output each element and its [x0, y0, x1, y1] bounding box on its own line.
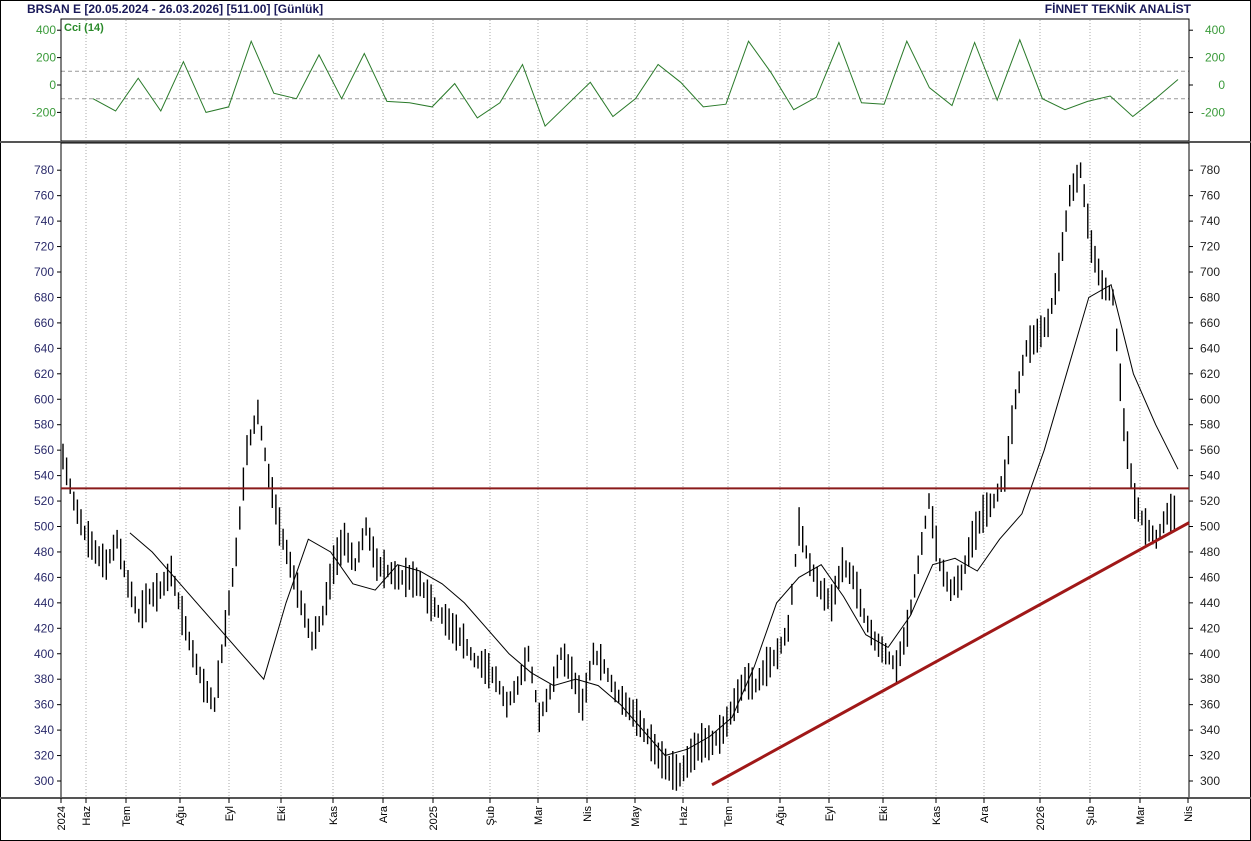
price-tick-label: 360	[1200, 698, 1220, 712]
x-tick-label: Tem	[121, 806, 133, 827]
price-tick-label: 780	[1200, 163, 1220, 177]
cci-legend: Cci (14)	[64, 22, 104, 34]
x-tick-label: Ara	[378, 805, 390, 823]
cci-y-axis: 400 400 200 200 0 0 -200 -200	[32, 23, 1225, 119]
x-tick-label: Şub	[485, 806, 497, 826]
ohlc-bars	[62, 162, 1176, 791]
x-tick-label: Nis	[1183, 806, 1195, 822]
price-tick-label: 380	[34, 672, 54, 686]
cci-tick-label: 0	[49, 78, 56, 92]
cci-tick-label: 0	[1218, 78, 1225, 92]
support-trend-line[interactable]	[711, 521, 1190, 787]
x-tick-label: Nis	[582, 806, 594, 822]
price-tick-label: 480	[34, 545, 54, 559]
cci-panel	[60, 18, 1190, 142]
price-tick-label: 400	[34, 647, 54, 661]
grid-lines	[61, 20, 1189, 797]
price-tick-label: 400	[1200, 647, 1220, 661]
price-tick-label: 720	[1200, 240, 1220, 254]
x-tick-label: Eki	[276, 806, 288, 821]
price-tick-label: 380	[1200, 672, 1220, 686]
price-tick-label: 320	[34, 749, 54, 763]
price-tick-label: 520	[1200, 494, 1220, 508]
x-tick-label: May	[630, 806, 642, 827]
x-tick-label: Ara	[979, 805, 991, 823]
x-tick-label: Mar	[1135, 806, 1147, 825]
cci-line	[92, 38, 1179, 127]
x-tick-label: 2026	[1035, 806, 1047, 830]
price-tick-label: 580	[1200, 418, 1220, 432]
price-tick-label: 440	[34, 596, 54, 610]
price-tick-label: 580	[34, 418, 54, 432]
price-tick-label: 660	[1200, 316, 1220, 330]
price-tick-label: 460	[1200, 570, 1220, 584]
price-tick-label: 500	[34, 520, 54, 534]
x-tick-label: Mar	[533, 806, 545, 825]
x-axis-labels: 2024 Haz Tem Ağu Eyl Eki Kas Ara 2025 Şub Mar Nis Ma…	[56, 798, 1195, 830]
price-tick-label: 720	[34, 240, 54, 254]
x-tick-label: Şub	[1085, 806, 1097, 826]
price-tick-label: 540	[34, 469, 54, 483]
price-tick-label: 760	[1200, 189, 1220, 203]
x-tick-label: 2025	[428, 806, 440, 830]
price-tick-label: 760	[34, 189, 54, 203]
x-tick-label: Haz	[81, 806, 93, 826]
price-tick-label: 740	[34, 214, 54, 228]
price-tick-label: 520	[34, 494, 54, 508]
price-tick-label: 300	[1200, 774, 1220, 788]
x-tick-label: Tem	[723, 806, 735, 827]
price-tick-label: 340	[1200, 723, 1220, 737]
price-tick-label: 420	[1200, 621, 1220, 635]
moving-average-line	[129, 283, 1179, 757]
price-tick-label: 540	[1200, 469, 1220, 483]
price-tick-label: 660	[34, 316, 54, 330]
price-tick-label: 460	[34, 570, 54, 584]
price-panel	[60, 142, 1190, 799]
price-tick-label: 360	[34, 698, 54, 712]
x-tick-label: Kas	[931, 806, 943, 825]
price-tick-label: 600	[1200, 392, 1220, 406]
price-tick-label: 300	[34, 774, 54, 788]
vendor-title: FİNNET TEKNİK ANALİST	[1044, 2, 1191, 16]
price-tick-label: 600	[34, 392, 54, 406]
price-tick-label: 480	[1200, 545, 1220, 559]
x-tick-label: Ağu	[175, 806, 187, 826]
price-tick-label: 560	[1200, 443, 1220, 457]
price-tick-label: 320	[1200, 749, 1220, 763]
x-tick-label: Eyl	[224, 806, 236, 821]
price-tick-label: 700	[34, 265, 54, 279]
price-tick-label: 700	[1200, 265, 1220, 279]
cci-tick-label: 200	[36, 51, 56, 65]
price-tick-label: 620	[1200, 367, 1220, 381]
price-tick-label: 420	[34, 621, 54, 635]
price-tick-label: 440	[1200, 596, 1220, 610]
price-tick-label: 640	[34, 341, 54, 355]
x-tick-label: Haz	[678, 806, 690, 826]
x-tick-label: Eki	[878, 806, 890, 821]
chart-title: BRSAN E [20.05.2024 - 26.03.2026] [511.0…	[27, 2, 324, 16]
cci-tick-label: -200	[1201, 105, 1225, 119]
price-tick-label: 340	[34, 723, 54, 737]
price-tick-label: 680	[1200, 290, 1220, 304]
price-tick-label: 640	[1200, 341, 1220, 355]
price-tick-label: 560	[34, 443, 54, 457]
price-tick-label: 620	[34, 367, 54, 381]
x-tick-label: Eyl	[824, 806, 836, 821]
price-tick-label: 740	[1200, 214, 1220, 228]
price-tick-label: 680	[34, 290, 54, 304]
price-tick-label: 500	[1200, 520, 1220, 534]
cci-tick-label: 400	[1205, 23, 1225, 37]
x-tick-label: 2024	[56, 806, 68, 830]
x-tick-label: Ağu	[775, 806, 787, 826]
cci-tick-label: 200	[1205, 51, 1225, 65]
x-tick-label: Kas	[328, 806, 340, 825]
cci-tick-label: -200	[32, 105, 56, 119]
cci-tick-label: 400	[36, 23, 56, 37]
price-tick-label: 780	[34, 163, 54, 177]
price-y-axis: 780 780 760 760 740 740 720 720 700 700 680 680 660 6…	[34, 163, 1220, 788]
